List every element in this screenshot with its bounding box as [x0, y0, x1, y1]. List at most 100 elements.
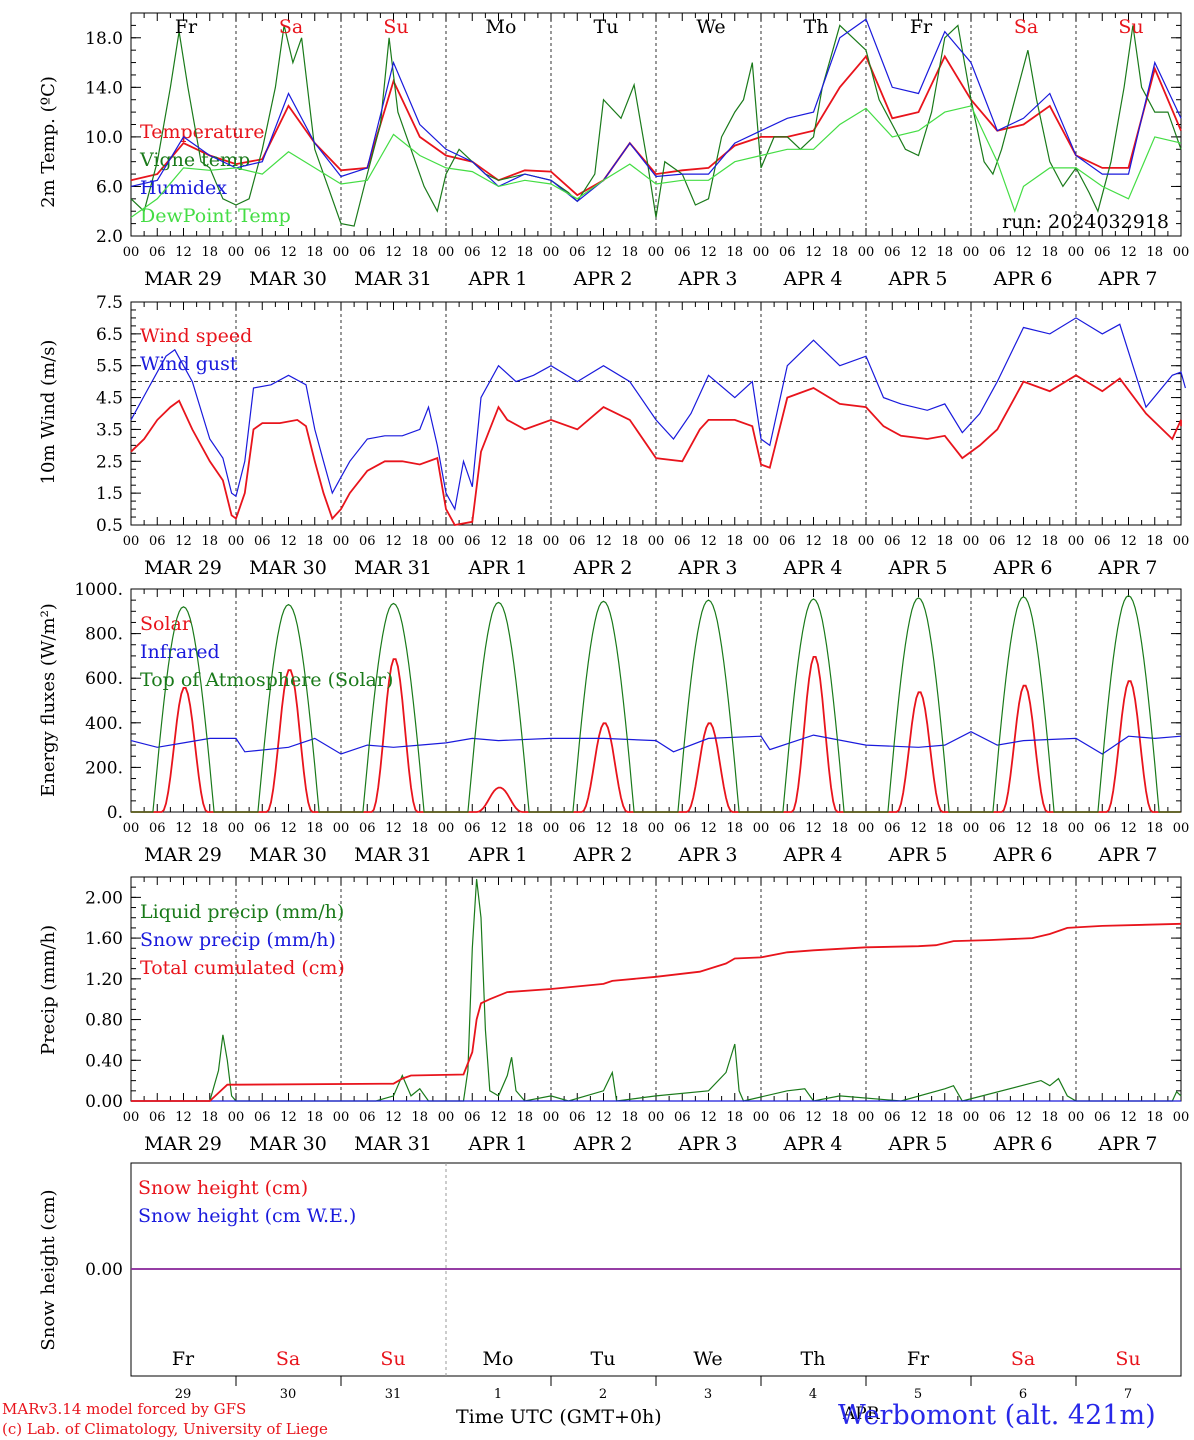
series-0-0-legend: Temperature	[140, 121, 264, 143]
panel-0-day-label: APR 5	[888, 268, 948, 290]
panel-1-hour-label: 12	[805, 534, 822, 549]
series-3-1-legend: Snow precip (mm/h)	[140, 929, 336, 951]
panel-0-hour-label: 18	[516, 245, 533, 260]
panel-0-hour-label: 12	[490, 245, 507, 260]
panel-3-day-label: APR 2	[573, 1133, 633, 1155]
panel-3-hour-label: 18	[1041, 1110, 1058, 1125]
panel-0-hour-label: 12	[910, 245, 927, 260]
panel-1-hour-label: 06	[989, 534, 1006, 549]
panel-2-hour-label: 12	[1015, 821, 1032, 836]
panel-2-hour-label: 18	[1041, 821, 1058, 836]
panel-2-hour-label: 00	[333, 821, 350, 836]
panel-3-hour-label: 18	[936, 1110, 953, 1125]
panel-0-ytick-label: 14.0	[85, 78, 123, 98]
panel-1-day-label: APR 2	[573, 557, 633, 579]
panel-2-hour-label: 12	[1120, 821, 1137, 836]
panel-0-hour-label: 06	[779, 245, 796, 260]
panel-1-hour-label: 18	[1146, 534, 1163, 549]
series-0-3-legend: DewPoint Temp	[140, 205, 291, 227]
panel-2-ytick-label: 0.	[107, 803, 123, 823]
panel-0-ylabel: 2m Temp. (ºC)	[38, 76, 59, 208]
panel-4-ytick-label: 0.00	[85, 1260, 123, 1280]
weekday-bottom-label: We	[693, 1348, 722, 1370]
weekday-top-label: Su	[1118, 16, 1143, 38]
panel-1-hour-label: 18	[201, 534, 218, 549]
panel-2-hour-label: 00	[1173, 821, 1190, 836]
panel-3-ylabel: Precip (mm/h)	[38, 925, 59, 1055]
panel-0-hour-label: 00	[1068, 245, 1085, 260]
day-number-label: 1	[494, 1387, 502, 1402]
panel-2-hour-label: 00	[228, 821, 245, 836]
panel-1-hour-label: 12	[175, 534, 192, 549]
panel-2-day-label: APR 3	[678, 844, 738, 866]
panel-3-hour-label: 00	[543, 1110, 560, 1125]
panel-0-day-label: APR 2	[573, 268, 633, 290]
panel-2-hour-label: 06	[674, 821, 691, 836]
weekday-bottom-label: Th	[801, 1348, 826, 1370]
panel-1-day-label: MAR 30	[249, 557, 327, 579]
weekday-top-label: Th	[804, 16, 829, 38]
panel-3-day-label: MAR 31	[354, 1133, 432, 1155]
panel-0-day-label: MAR 30	[249, 268, 327, 290]
panel-3-day-label: APR 3	[678, 1133, 738, 1155]
series-1-1-line	[130, 317, 1186, 511]
panel-2-day-label: APR 2	[573, 844, 633, 866]
panel-1-hour-label: 18	[1041, 534, 1058, 549]
panel-0-day-label: APR 3	[678, 268, 738, 290]
panel-2-hour-label: 18	[201, 821, 218, 836]
panel-2-hour-label: 18	[411, 821, 428, 836]
panel-3-hour-label: 18	[411, 1110, 428, 1125]
panel-2-day-label: APR 7	[1098, 844, 1158, 866]
panel-0-hour-label: 00	[438, 245, 455, 260]
panel-0-hour-label: 18	[411, 245, 428, 260]
series-2-1-line	[130, 731, 1182, 755]
panel-1-frame	[130, 301, 1182, 526]
panel-1-hour-label: 12	[700, 534, 717, 549]
panel-3-hour-label: 06	[569, 1110, 586, 1125]
panel-1-hour-label: 00	[123, 534, 140, 549]
panel-3-day-label: MAR 29	[144, 1133, 222, 1155]
series-1-1-legend: Wind gust	[140, 353, 238, 375]
series-0-0-line	[130, 54, 1182, 197]
panel-1-ytick-label: 7.5	[96, 293, 123, 313]
panel-0-hour-label: 06	[359, 245, 376, 260]
panel-2-ytick-label: 1000.	[74, 580, 123, 600]
series-3-2-line	[131, 922, 1182, 1102]
panel-2-hour-label: 06	[254, 821, 271, 836]
series-3-2-legend: Total cumulated (cm)	[140, 957, 345, 979]
panel-1-hour-label: 00	[543, 534, 560, 549]
panel-3-hour-label: 06	[674, 1110, 691, 1125]
panel-0-hour-label: 00	[753, 245, 770, 260]
panel-0-hour-label: 06	[149, 245, 166, 260]
panel-0-day-label: APR 1	[468, 268, 528, 290]
panel-0-hour-label: 12	[280, 245, 297, 260]
panel-0-day-label: APR 4	[783, 268, 843, 290]
weekday-bottom-label: Sa	[1011, 1348, 1035, 1370]
panel-3-hour-label: 00	[438, 1110, 455, 1125]
panel-2-hour-label: 12	[385, 821, 402, 836]
panel-0-hour-label: 06	[884, 245, 901, 260]
panel-1-hour-label: 00	[333, 534, 350, 549]
panel-1-day-label: MAR 29	[144, 557, 222, 579]
panel-0-hour-label: 00	[123, 245, 140, 260]
panel-0-hour-label: 18	[621, 245, 638, 260]
panel-1-hour-label: 00	[438, 534, 455, 549]
panel-2-hour-label: 06	[359, 821, 376, 836]
panel-3-hour-label: 18	[831, 1110, 848, 1125]
weekday-top-label: Fr	[910, 16, 933, 38]
panel-1-day-label: APR 7	[1098, 557, 1158, 579]
day-number-label: 4	[809, 1387, 817, 1402]
panel-3-ytick-label: 0.80	[85, 1011, 123, 1031]
panel-1-ylabel: 10m Wind (m/s)	[38, 340, 59, 485]
panel-2-hour-label: 06	[779, 821, 796, 836]
panel-0-hour-label: 06	[1094, 245, 1111, 260]
panel-0-hour-label: 18	[1146, 245, 1163, 260]
panel-0-hour-label: 00	[228, 245, 245, 260]
series-2-1-legend: Infrared	[140, 641, 220, 663]
panel-2-day-label: MAR 29	[144, 844, 222, 866]
panel-2-hour-label: 12	[700, 821, 717, 836]
panel-3-hour-label: 12	[1120, 1110, 1137, 1125]
panel-0-hour-label: 06	[569, 245, 586, 260]
panel-2-hour-label: 18	[516, 821, 533, 836]
